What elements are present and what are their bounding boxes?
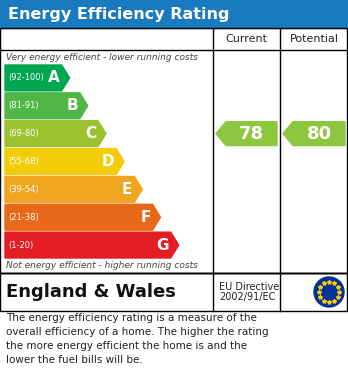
Bar xyxy=(0,28,347,273)
Text: (21-38): (21-38) xyxy=(8,213,39,222)
Text: B: B xyxy=(66,98,78,113)
Polygon shape xyxy=(5,176,142,202)
Text: (39-54): (39-54) xyxy=(8,185,39,194)
Text: G: G xyxy=(156,238,169,253)
Polygon shape xyxy=(5,121,106,147)
Bar xyxy=(0,0,348,28)
Text: England & Wales: England & Wales xyxy=(6,283,176,301)
Polygon shape xyxy=(216,122,277,145)
Text: (81-91): (81-91) xyxy=(8,101,39,110)
Text: E: E xyxy=(122,182,132,197)
Circle shape xyxy=(314,277,344,307)
Text: (92-100): (92-100) xyxy=(8,74,44,83)
Text: Potential: Potential xyxy=(290,34,339,44)
Polygon shape xyxy=(5,65,70,91)
Text: The energy efficiency rating is a measure of the
overall efficiency of a home. T: The energy efficiency rating is a measur… xyxy=(6,313,269,365)
Polygon shape xyxy=(5,232,179,258)
Polygon shape xyxy=(283,122,345,145)
Text: D: D xyxy=(102,154,114,169)
Text: (1-20): (1-20) xyxy=(8,240,33,249)
Text: 2002/91/EC: 2002/91/EC xyxy=(219,292,275,302)
Text: Not energy efficient - higher running costs: Not energy efficient - higher running co… xyxy=(6,262,198,271)
Bar xyxy=(0,273,347,311)
Text: C: C xyxy=(85,126,96,141)
Polygon shape xyxy=(5,93,88,119)
Text: Very energy efficient - lower running costs: Very energy efficient - lower running co… xyxy=(6,52,198,61)
Text: EU Directive: EU Directive xyxy=(219,282,279,292)
Text: F: F xyxy=(140,210,151,225)
Polygon shape xyxy=(5,149,124,174)
Text: Energy Efficiency Rating: Energy Efficiency Rating xyxy=(8,7,229,22)
Text: (69-80): (69-80) xyxy=(8,129,39,138)
Text: 80: 80 xyxy=(307,125,332,143)
Text: Current: Current xyxy=(226,34,268,44)
Text: A: A xyxy=(48,70,60,85)
Text: 78: 78 xyxy=(239,125,264,143)
Text: (55-68): (55-68) xyxy=(8,157,39,166)
Polygon shape xyxy=(5,204,160,230)
